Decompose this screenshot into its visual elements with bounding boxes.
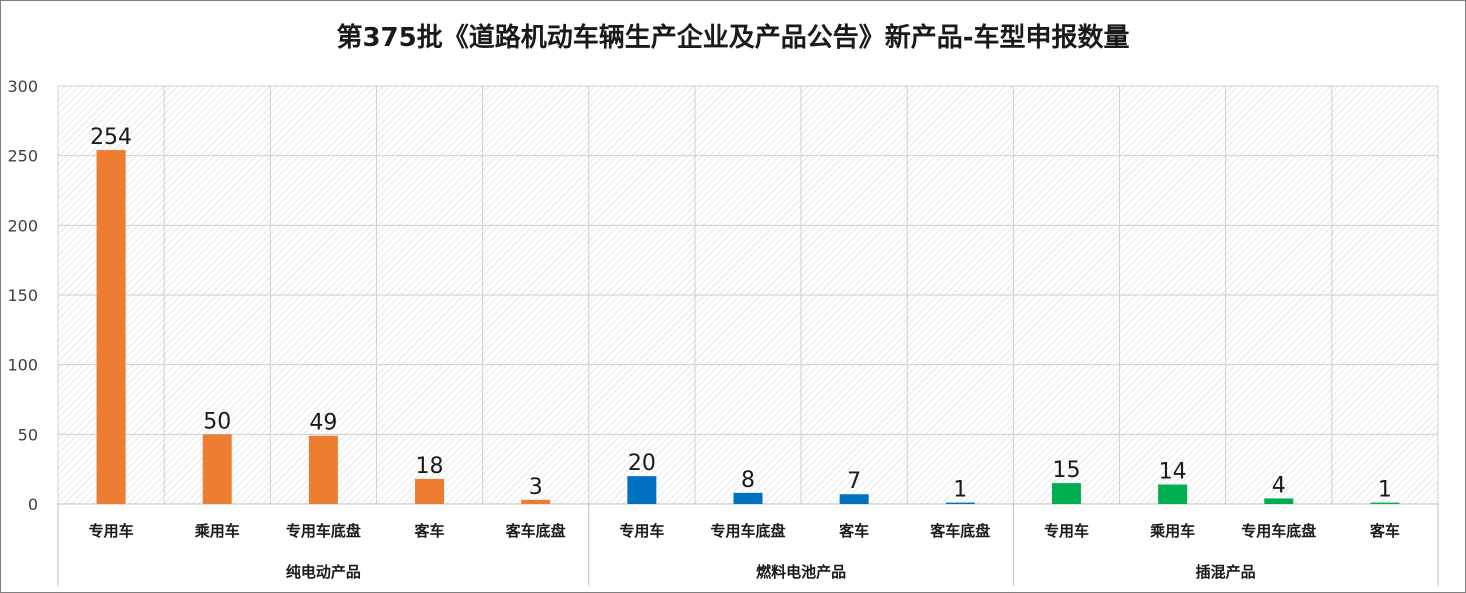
data-label: 1 [1378, 478, 1392, 503]
bar [1370, 502, 1400, 504]
data-label: 14 [1159, 459, 1187, 484]
data-label: 50 [203, 409, 231, 434]
y-tick-label: 0 [28, 495, 38, 514]
bar [1264, 498, 1294, 504]
data-label: 3 [529, 475, 543, 500]
x-tick-label: 乘用车 [1149, 522, 1195, 540]
group-label: 插混产品 [1196, 563, 1256, 581]
y-tick-label: 300 [7, 77, 38, 96]
bar [945, 502, 975, 504]
y-tick-label: 150 [7, 286, 38, 305]
bar [1158, 484, 1188, 504]
data-label: 8 [741, 468, 755, 493]
x-tick-label: 客车 [838, 522, 869, 540]
data-label: 7 [847, 469, 861, 494]
bar [627, 476, 657, 504]
x-tick-label: 专用车底盘 [286, 522, 361, 540]
bar [96, 150, 126, 505]
x-tick-label: 客车底盘 [929, 522, 990, 540]
data-label: 1 [953, 478, 967, 503]
x-tick-label: 专用车 [89, 522, 134, 540]
bar [839, 494, 869, 504]
bar [733, 492, 763, 504]
data-label: 49 [309, 411, 337, 436]
data-label: 18 [416, 454, 444, 479]
bar [521, 499, 551, 504]
x-tick-label: 客车 [414, 522, 445, 540]
x-tick-label: 专用车 [619, 522, 664, 540]
x-tick-label: 客车 [1369, 522, 1400, 540]
data-label: 4 [1272, 473, 1286, 498]
data-label: 254 [90, 125, 132, 150]
x-tick-label: 专用车 [1044, 522, 1089, 540]
y-tick-label: 250 [7, 147, 38, 166]
x-tick-label: 客车底盘 [505, 522, 566, 540]
x-tick-label: 乘用车 [194, 522, 240, 540]
y-tick-label: 200 [7, 216, 38, 235]
y-tick-label: 50 [18, 425, 38, 444]
bar [415, 478, 445, 504]
x-tick-label: 专用车底盘 [1241, 522, 1316, 540]
bar [202, 434, 232, 504]
data-label: 15 [1052, 458, 1080, 483]
data-label: 20 [628, 451, 656, 476]
y-tick-label: 100 [7, 356, 38, 375]
group-label: 纯电动产品 [286, 563, 361, 581]
bar [308, 435, 338, 504]
group-label: 燃料电池产品 [756, 563, 846, 581]
bar [1051, 483, 1081, 504]
x-tick-label: 专用车底盘 [710, 522, 785, 540]
chart-title: 第375批《道路机动车辆生产企业及产品公告》新产品-车型申报数量 [336, 23, 1130, 53]
